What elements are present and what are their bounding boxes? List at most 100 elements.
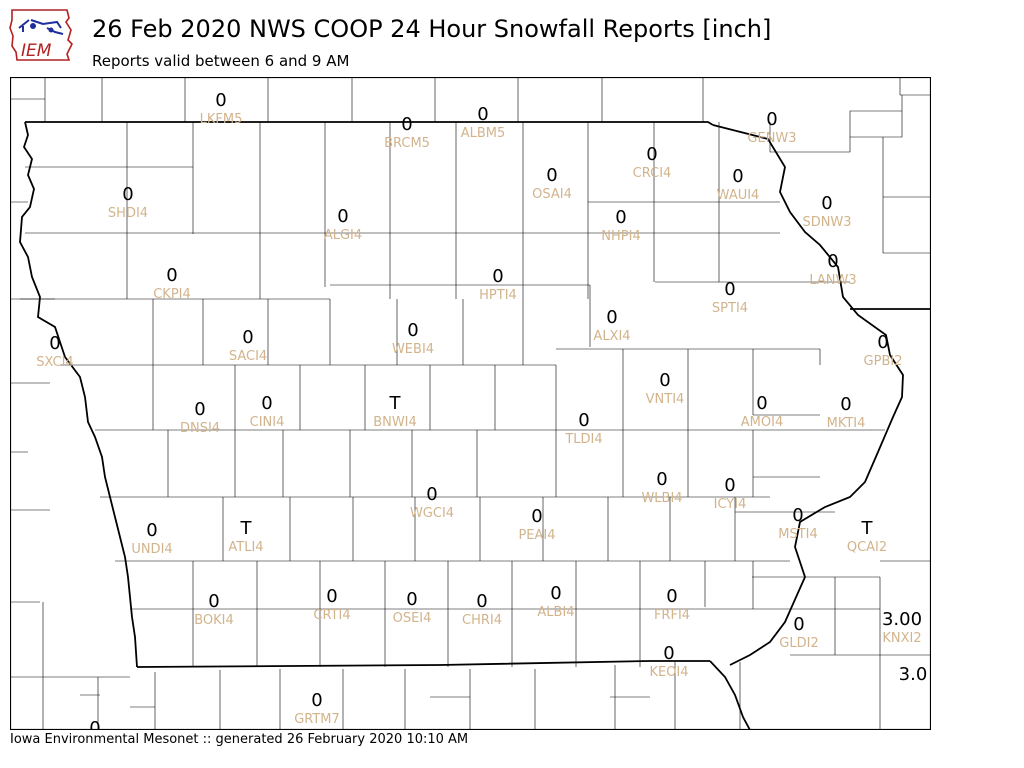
- station-value: 0: [792, 505, 803, 526]
- station-id-label: QCAI2: [847, 540, 887, 555]
- station-value: 0: [194, 399, 205, 420]
- station-value: 0: [406, 589, 417, 610]
- station-value: 0: [215, 90, 226, 111]
- station-value: T: [861, 518, 874, 539]
- station-value: 0: [146, 520, 157, 541]
- station-id-label: DNSI4: [180, 421, 220, 436]
- station-id-label: SXCI4: [36, 355, 73, 370]
- station-value: 3.00: [882, 609, 922, 630]
- station-value: 0: [646, 144, 657, 165]
- station-id-label: CRTI4: [313, 608, 350, 623]
- station-value: 0: [793, 614, 804, 635]
- station-value: 0: [550, 583, 561, 604]
- station-value: 0: [724, 475, 735, 496]
- station-value: 0: [476, 591, 487, 612]
- station-id-label: CKPI4: [153, 287, 191, 302]
- station-id-label: WEBI4: [392, 342, 434, 357]
- station-value: 0: [166, 265, 177, 286]
- station-value: 0: [546, 165, 557, 186]
- map-subtitle: Reports valid between 6 and 9 AM: [92, 52, 350, 70]
- station-id-label: BOKI4: [194, 613, 234, 628]
- station-value: 0: [426, 484, 437, 505]
- map-frame: [10, 77, 931, 730]
- station-value: 0: [578, 410, 589, 431]
- station-id-label: ICYI4: [714, 497, 747, 512]
- station-id-label: SHDI4: [108, 206, 148, 221]
- station-id-label: WGCI4: [410, 506, 454, 521]
- station-id-label: BNWI4: [373, 415, 417, 430]
- station-value: 0: [401, 114, 412, 135]
- station-id-label: CINI4: [250, 415, 285, 430]
- county-lines: [10, 77, 931, 730]
- station-value: 0: [337, 206, 348, 227]
- station-value: 0: [122, 184, 133, 205]
- station-id-label: AMOI4: [741, 415, 783, 430]
- station-value: 0: [261, 393, 272, 414]
- station-value: 0: [659, 370, 670, 391]
- station-value: 0: [666, 586, 677, 607]
- station-id-label: MSTI4: [778, 527, 818, 542]
- station-id-label: MKTI4: [827, 416, 866, 431]
- station-value: 0: [49, 333, 60, 354]
- station-value: 0: [407, 320, 418, 341]
- station-value: 0: [242, 327, 253, 348]
- station-id-label: TLDI4: [564, 432, 602, 447]
- station-id-label: GRTM7: [294, 712, 340, 727]
- footer-credit: Iowa Environmental Mesonet :: generated …: [10, 732, 469, 747]
- station-id-label: ALBM5: [461, 126, 506, 141]
- station-id-label: ATLI4: [228, 540, 263, 555]
- station-value: 0: [724, 279, 735, 300]
- station-id-label: KEOI4: [649, 665, 688, 680]
- state-borders: [19, 121, 931, 730]
- station-value: 0: [606, 307, 617, 328]
- station-value: 0: [311, 690, 322, 711]
- station-value: 0: [827, 251, 838, 272]
- station-value: T: [240, 518, 253, 539]
- station-value: 0: [615, 207, 626, 228]
- station-id-label: KNXI2: [882, 631, 921, 646]
- station-id-label: SACI4: [229, 349, 267, 364]
- station-value: 0: [531, 506, 542, 527]
- station-id-label: LANW3: [809, 273, 856, 288]
- station-id-label: OSAI4: [532, 187, 572, 202]
- unlabeled-value: 0: [89, 718, 100, 730]
- station-id-label: UNDI4: [131, 542, 172, 557]
- station-id-label: ALXI4: [593, 329, 630, 344]
- iem-logo-icon: IEM: [9, 9, 73, 61]
- station-id-label: GENW3: [747, 131, 796, 146]
